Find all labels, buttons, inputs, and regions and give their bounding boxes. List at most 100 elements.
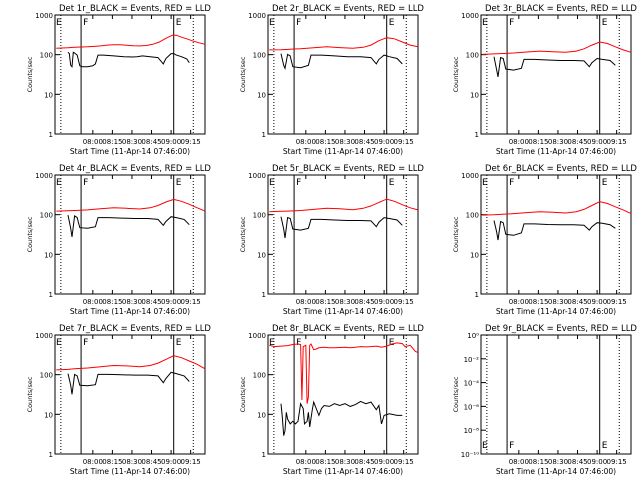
x-tick-label: 09:00 — [374, 298, 394, 306]
x-tick-label: 08:00 — [83, 298, 103, 306]
plot-frame — [480, 174, 632, 295]
plot-frame — [54, 14, 206, 135]
chart-title: Det 3r_BLACK = Events, RED = LLD — [485, 4, 637, 14]
plot-frame — [54, 334, 206, 455]
y-tick-label: 1000 — [461, 12, 479, 20]
x-tick-label: 09:00 — [161, 298, 181, 306]
y-tick-label: 1 — [262, 451, 266, 459]
events-series-line — [493, 220, 616, 241]
e-marker-label: E — [269, 18, 275, 28]
e-marker-label: E — [269, 178, 275, 188]
y-tick-label: 1000 — [248, 172, 266, 180]
y-axis-label: Counts/sec — [452, 56, 460, 92]
e-marker-label: E — [176, 178, 182, 188]
e-marker-label: E — [269, 338, 275, 348]
x-axis-label: Start Time (11-Apr-14 07:46:00) — [70, 147, 190, 156]
y-tick-label: 10 — [257, 411, 266, 419]
y-tick-label: 1000 — [248, 12, 266, 20]
y-tick-label: 10 — [470, 251, 479, 259]
events-series-line — [67, 371, 190, 395]
x-tick-label: 08:00 — [83, 138, 103, 146]
x-tick-label: 08:15 — [102, 458, 122, 466]
y-tick-label: 1 — [262, 131, 266, 139]
x-tick-label: 09:15 — [394, 298, 414, 306]
x-tick-label: 08:30 — [335, 298, 355, 306]
e-marker-label: E — [389, 18, 395, 28]
x-tick-label: 08:15 — [315, 298, 335, 306]
y-tick-label: 100 — [466, 52, 479, 60]
events-series-line — [67, 51, 190, 68]
x-tick-label: 09:00 — [161, 458, 181, 466]
chart-title: Det 1r_BLACK = Events, RED = LLD — [59, 4, 211, 14]
y-tick-label: 100 — [253, 52, 266, 60]
y-tick-label: 100 — [253, 212, 266, 220]
f-marker-label: F — [83, 338, 88, 348]
lld-series-line — [482, 41, 632, 55]
x-axis-label: Start Time (11-Apr-14 07:46:00) — [70, 307, 190, 316]
lld-series-line — [269, 198, 419, 213]
x-tick-label: 08:15 — [528, 138, 548, 146]
chart-panel: Det 1r_BLACK = Events, RED = LLD Start Ti… — [26, 4, 211, 156]
y-tick-label: 100 — [40, 212, 53, 220]
x-tick-label: 08:15 — [315, 138, 335, 146]
lld-series-line — [56, 34, 206, 49]
y-axis-label: Counts/sec — [239, 376, 247, 412]
x-tick-label: 09:15 — [181, 138, 201, 146]
x-tick-label: 08:30 — [122, 138, 142, 146]
e-marker-label: E — [482, 441, 488, 451]
y-tick-label: 10⁰ — [467, 332, 479, 340]
chart-panel: Det 3r_BLACK = Events, RED = LLD Start Ti… — [452, 4, 637, 156]
chart-title: Det 8r_BLACK = Events, RED = LLD — [272, 324, 424, 334]
chart-title: Det 7r_BLACK = Events, RED = LLD — [59, 324, 211, 334]
y-tick-label: 1000 — [461, 172, 479, 180]
y-axis-label: Counts/sec — [452, 216, 460, 252]
x-tick-label: 09:15 — [607, 138, 627, 146]
f-marker-label: F — [509, 178, 514, 188]
x-axis-label: Start Time (11-Apr-14 07:46:00) — [283, 147, 403, 156]
f-marker-label: F — [296, 338, 301, 348]
events-series-line — [280, 216, 403, 239]
lld-series-line — [269, 37, 419, 51]
y-tick-label: 1000 — [35, 172, 53, 180]
x-axis-label: Start Time (11-Apr-14 07:46:00) — [70, 467, 190, 476]
f-marker-label: F — [83, 178, 88, 188]
y-tick-label: 100 — [253, 372, 266, 380]
x-tick-label: 08:15 — [528, 298, 548, 306]
plot-frame — [267, 334, 419, 455]
x-tick-label: 08:00 — [296, 138, 316, 146]
x-tick-label: 08:15 — [102, 138, 122, 146]
f-marker-label: F — [509, 18, 514, 28]
f-marker-label: F — [509, 441, 514, 451]
chart-panel: Det 7r_BLACK = Events, RED = LLD Start Ti… — [26, 324, 211, 476]
e-marker-label: E — [56, 178, 62, 188]
x-axis-label: Start Time (11-Apr-14 07:46:00) — [496, 147, 616, 156]
y-axis-label: Counts/sec — [239, 216, 247, 252]
y-tick-label: 100 — [40, 52, 53, 60]
y-tick-label: 1000 — [248, 332, 266, 340]
plot-frame — [54, 174, 206, 295]
x-axis-label: Start Time (11-Apr-14 07:46:00) — [283, 467, 403, 476]
x-tick-label: 08:45 — [141, 298, 161, 306]
x-tick-label: 08:30 — [548, 458, 568, 466]
plot-frame — [480, 334, 632, 455]
y-tick-label: 10 — [470, 91, 479, 99]
y-tick-label: 10 — [257, 91, 266, 99]
e-marker-label: E — [389, 178, 395, 188]
plot-frame — [267, 174, 419, 295]
chart-title: Det 2r_BLACK = Events, RED = LLD — [272, 4, 424, 14]
y-tick-label: 1 — [49, 291, 53, 299]
y-tick-label: 100 — [466, 212, 479, 220]
y-tick-label: 1000 — [35, 332, 53, 340]
lld-series-line — [269, 342, 419, 404]
e-marker-label: E — [482, 18, 488, 28]
e-marker-label: E — [176, 338, 182, 348]
e-marker-label: E — [482, 178, 488, 188]
x-tick-label: 08:00 — [296, 298, 316, 306]
y-axis-label: Counts/sec — [452, 376, 460, 412]
e-marker-label: E — [389, 338, 395, 348]
chart-panel: Det 2r_BLACK = Events, RED = LLD Start Ti… — [239, 4, 424, 156]
x-tick-label: 08:30 — [548, 298, 568, 306]
e-marker-label: E — [602, 18, 608, 28]
y-tick-label: 1 — [49, 451, 53, 459]
chart-title: Det 6r_BLACK = Events, RED = LLD — [485, 164, 637, 174]
